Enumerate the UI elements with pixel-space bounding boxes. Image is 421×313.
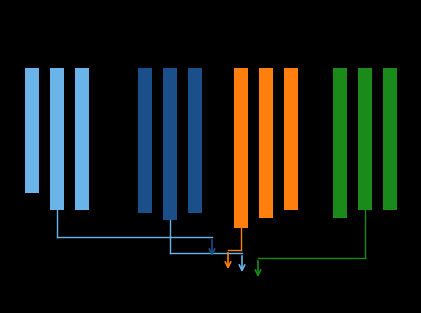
Bar <box>75 68 89 210</box>
Bar <box>138 68 152 213</box>
Bar <box>358 68 372 210</box>
Bar <box>383 68 397 210</box>
Bar <box>333 68 347 218</box>
Bar <box>259 68 273 218</box>
Bar <box>188 68 202 213</box>
Bar <box>284 68 298 210</box>
Bar <box>163 68 177 220</box>
Bar <box>25 68 39 193</box>
Bar <box>50 68 64 210</box>
Bar <box>234 68 248 228</box>
